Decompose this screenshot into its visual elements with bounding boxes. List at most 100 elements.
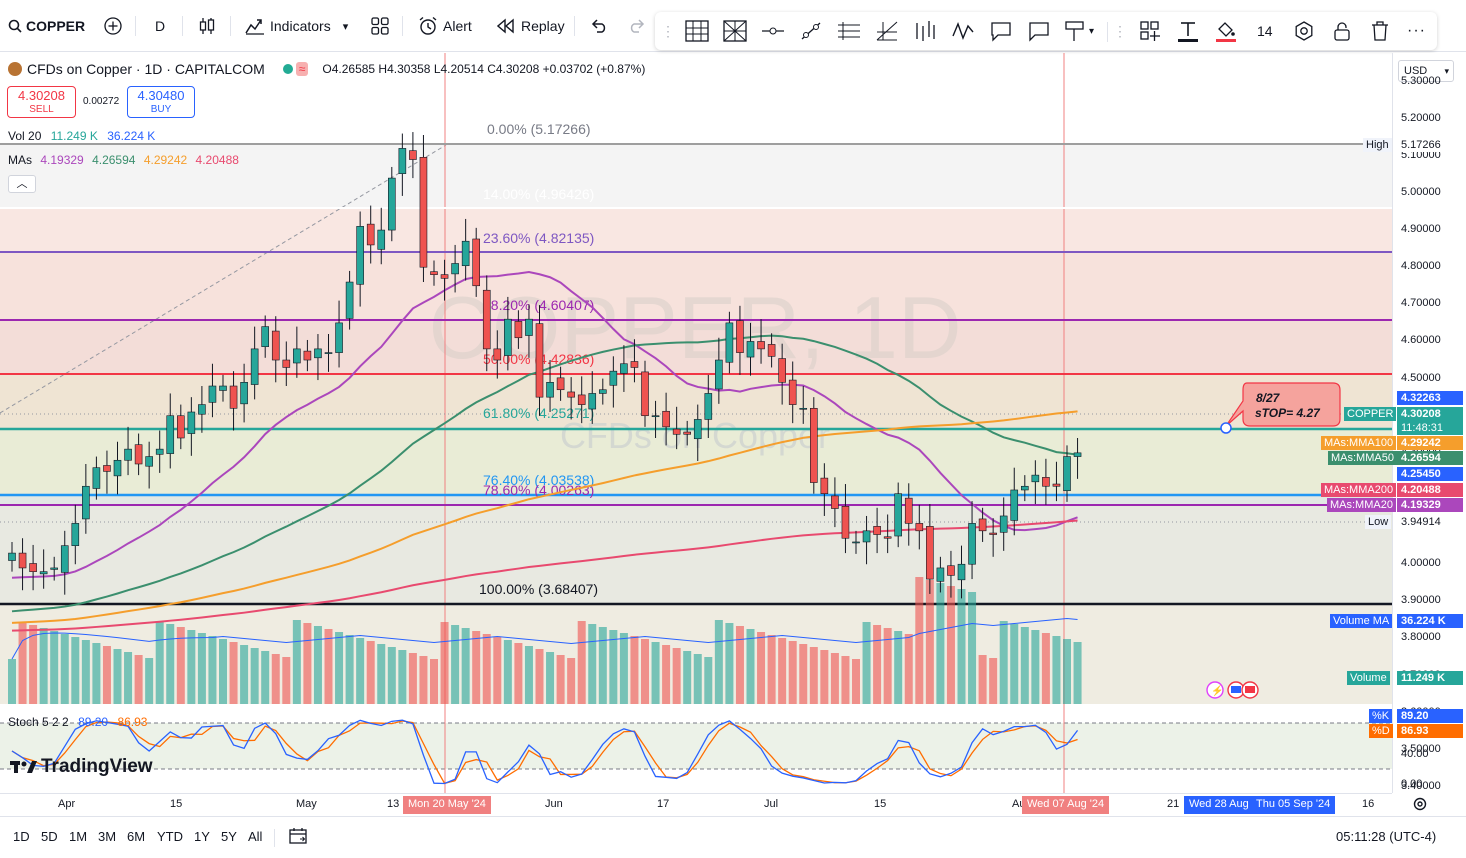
volume-bar (725, 623, 734, 704)
gann-box-tool[interactable] (723, 19, 747, 43)
path-tool[interactable] (951, 19, 975, 43)
events-icons[interactable]: ⚡ (1206, 681, 1259, 699)
mma100-tag-label: MAs:MMA100 (1321, 436, 1397, 450)
legend-title[interactable]: CFDs on Copper · 1D · CAPITALCOM (27, 61, 265, 77)
drag-handle-icon[interactable]: ⋮ (661, 22, 675, 39)
buy-price: 4.30480 (137, 88, 185, 103)
range-all[interactable]: All (248, 829, 263, 844)
time-axis[interactable]: Apr 15 May 13 Jun 17 Jul 15 Aug 21 16 Mo… (0, 793, 1427, 815)
tradingview-logo[interactable]: TradingView (10, 756, 153, 778)
alert-button[interactable]: Alert (418, 14, 472, 38)
price-scale[interactable]: USD ▾ 5.30000 5.20000 5.10000 5.00000 4.9000… (1321, 53, 1466, 793)
object-settings-button[interactable] (1293, 19, 1315, 43)
volume-legend[interactable]: Vol 20 11.249 K 36.224 K (8, 129, 155, 143)
compare-button[interactable] (103, 14, 123, 38)
font-size-select[interactable]: 14 (1257, 23, 1273, 39)
range-1m[interactable]: 1M (69, 829, 88, 844)
volume-bar (630, 636, 639, 704)
legend-title-row: CFDs on Copper · 1D · CAPITALCOM ≈ O4.26… (8, 61, 645, 77)
volume-bar (240, 645, 249, 704)
volume-bar (1063, 639, 1071, 704)
candle-body (177, 415, 185, 439)
interval-button[interactable]: D (155, 18, 166, 34)
parallel-channel-tool[interactable] (837, 19, 861, 43)
fib-label-76: 76.40% (4.03538) (483, 472, 594, 488)
mma200-tag-label: MAs:MMA200 (1321, 483, 1397, 497)
candle-body (271, 330, 280, 361)
volume-tag-label: Volume (1347, 671, 1390, 685)
note-tool[interactable] (1027, 19, 1051, 43)
fill-color-button[interactable] (1215, 19, 1237, 43)
range-1d[interactable]: 1D (13, 829, 30, 844)
candle-body (1042, 477, 1050, 487)
range-5d[interactable]: 5D (41, 829, 58, 844)
drag-handle-icon[interactable]: ⋮ (1113, 22, 1127, 39)
chart-settings-button[interactable] (1412, 796, 1428, 817)
chevron-down-icon[interactable]: ▾ (1089, 25, 1095, 37)
chart-type-button[interactable] (198, 14, 216, 38)
goto-date-button[interactable] (289, 827, 309, 848)
fib-grid-tool[interactable] (685, 19, 709, 43)
range-5y[interactable]: 5Y (221, 829, 237, 844)
sell-button[interactable]: 4.30208 SELL (7, 86, 76, 118)
price-tick: 4.80000 (1401, 260, 1441, 273)
stop-callout[interactable]: 8/27 sTOP= 4.27 (1220, 382, 1341, 434)
volume-bar (915, 577, 924, 704)
currency-select[interactable]: USD ▾ (1398, 60, 1454, 82)
time-label: 16 (1362, 798, 1375, 810)
delete-button[interactable] (1369, 19, 1391, 43)
lock-button[interactable] (1331, 19, 1353, 43)
volume-bar (166, 624, 175, 704)
stoch-legend[interactable]: Stoch 5 2 2 89.20 86.93 (8, 715, 147, 729)
callout-tool[interactable] (989, 19, 1013, 43)
price-chart[interactable]: COPPER, 1D CFDs on Copper 0.00% (5.17266… (0, 53, 1392, 793)
top-toolbar: COPPER D Indicators ▾ Alert Replay ⋮ (0, 0, 1466, 52)
volume-bar (799, 644, 808, 704)
range-6m[interactable]: 6M (127, 829, 146, 844)
volume-bar (50, 631, 59, 704)
low-tag-value: 3.94914 (1397, 515, 1463, 529)
buy-button[interactable]: 4.30480 BUY (127, 86, 195, 118)
candle-body (746, 341, 755, 358)
redo-button[interactable] (628, 14, 646, 38)
symbol-search[interactable]: COPPER (8, 14, 85, 38)
bars-pattern-tool[interactable] (913, 19, 937, 43)
time-label: 13 (387, 798, 400, 810)
undo-button[interactable] (590, 14, 608, 38)
volume-bar (735, 626, 744, 704)
horizontal-ray-tool[interactable] (761, 19, 785, 43)
time-label: Apr (58, 798, 76, 810)
volume-bar (430, 659, 438, 704)
comment-icon (1027, 20, 1051, 42)
price-tick: 4.00000 (1401, 557, 1441, 570)
clock-timezone[interactable]: 05:11:28 (UTC-4) (1336, 829, 1437, 844)
mma20-tag-label: MAs:MMA20 (1327, 498, 1396, 512)
more-icon[interactable]: ··· (1407, 22, 1426, 39)
trend-line-tool[interactable] (799, 19, 823, 43)
layouts-button[interactable] (371, 14, 389, 38)
volume-bar (714, 620, 723, 704)
signpost-tool[interactable]: ▾ (1063, 19, 1094, 43)
pitchfork-icon (875, 20, 899, 42)
volume-bar (524, 646, 533, 704)
volume-bar (71, 637, 80, 704)
replay-button[interactable]: Replay (497, 14, 565, 38)
chevron-down-icon[interactable]: ▾ (342, 20, 349, 33)
price-tick: 3.90000 (1401, 594, 1441, 607)
collapse-legend-button[interactable]: ︿ (8, 175, 36, 193)
chart-pane[interactable]: COPPER, 1D CFDs on Copper 0.00% (5.17266… (0, 53, 1392, 793)
mas-legend[interactable]: MAs 4.19329 4.26594 4.29242 4.20488 (8, 153, 239, 167)
price-tick: 5.30000 (1401, 74, 1441, 87)
range-3m[interactable]: 3M (98, 829, 117, 844)
range-1y[interactable]: 1Y (194, 829, 210, 844)
pitchfork-tool[interactable] (875, 19, 899, 43)
lock-icon (1331, 20, 1353, 42)
volume-bar (503, 640, 512, 704)
indicators-button[interactable]: Indicators ▾ (245, 14, 348, 38)
settings-grid-button[interactable] (1139, 19, 1161, 43)
price-tick: 4.60000 (1401, 334, 1441, 347)
fib-trend-line[interactable] (0, 144, 447, 414)
range-ytd[interactable]: YTD (157, 829, 183, 844)
text-color-button[interactable] (1177, 19, 1199, 43)
price-tag-p1: 4.32263 (1397, 391, 1463, 405)
